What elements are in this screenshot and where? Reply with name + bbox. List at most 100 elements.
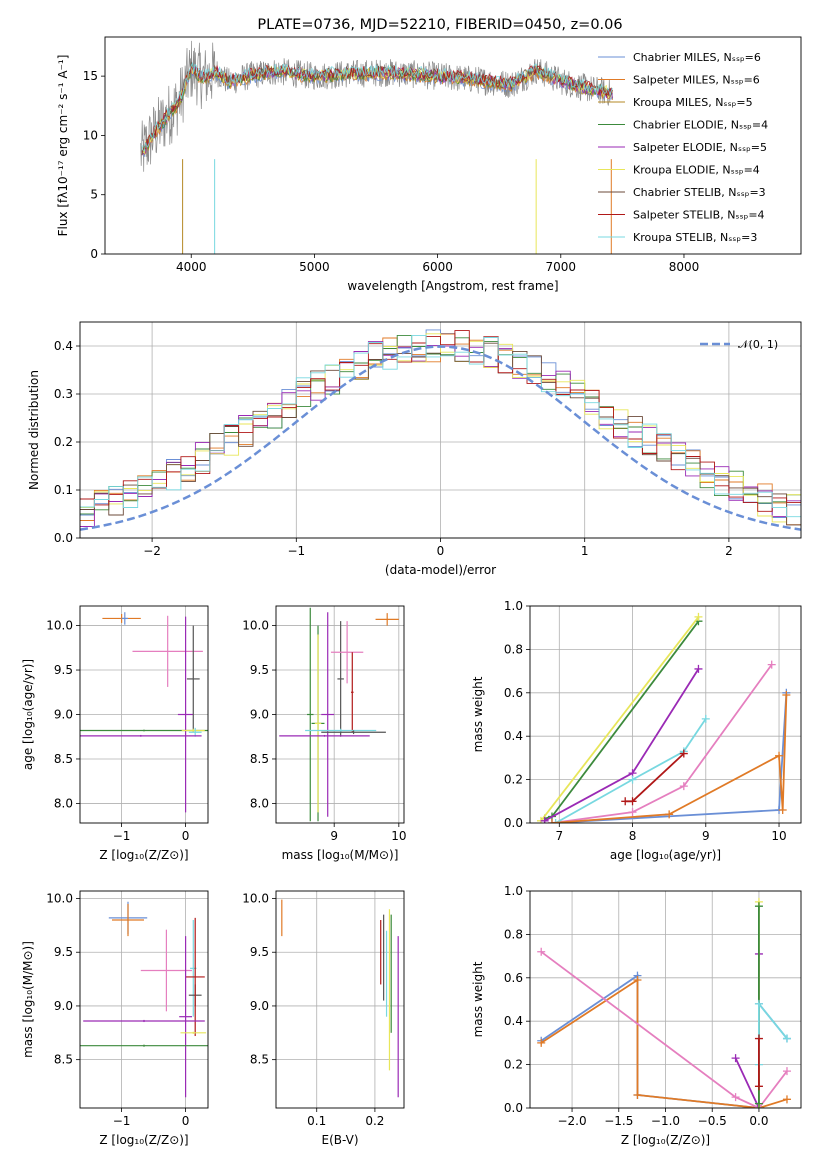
mass-weight-marker [537,1038,546,1047]
mass-weight-marker [754,999,763,1008]
chart-age-vs-Z: −1 0 8.0 8.5 9.0 9.5 10.0 Z [log₁₀(Z/Z⊙)] age [l… [21,605,209,862]
mass-weight-line [555,718,707,823]
y-tick-label: 10.0 [242,619,269,633]
mass-weight-line [734,953,760,1108]
y-axis-label: mass weight [471,676,485,752]
y-tick-label: 0 [90,247,98,261]
residual-histogram [80,334,801,518]
y-tick-label: 0.6 [504,686,523,700]
legend-label: Salpeter MILES, Nₛₛₚ=6 [633,74,760,87]
mass-weight-marker [694,664,703,673]
y-tick-label: 9.5 [54,945,73,959]
legend-label: Kroupa MILES, Nₛₛₚ=5 [633,96,753,109]
x-tick-label: −1.0 [651,1114,680,1128]
x-tick-label: 0.1 [307,1114,326,1128]
legend-label: Salpeter STELIB, Nₛₛₚ=4 [633,209,765,222]
y-tick-label: 8.5 [250,752,269,766]
residual-histogram [80,330,801,512]
x-axis-label: Z [log₁₀(Z/Z⊙)] [621,1133,710,1147]
data-spectrum [140,40,613,172]
mass-weight-marker [767,660,776,669]
mass-weight-line [540,616,700,822]
mass-weight-marker [633,1090,642,1099]
y-tick-label: 5 [90,188,98,202]
y-tick-label: 8.5 [54,752,73,766]
y-tick-label: 0.0 [504,1101,523,1115]
plot-area [80,612,208,813]
mass-weight-marker [679,782,688,791]
mass-weight-marker [551,819,560,823]
plot-area [80,901,208,1098]
x-tick-label: 8000 [669,260,700,274]
mass-weight-marker [628,808,637,817]
mass-weight-marker [782,1095,791,1104]
x-tick-label: 0 [437,544,445,558]
axes-frame [529,890,802,1109]
mass-weight-marker [782,1034,791,1043]
mass-weight-marker [701,714,710,723]
y-tick-label: 0.6 [504,971,523,985]
y-tick-label: 9.5 [250,945,269,959]
plot-area [80,329,801,531]
x-axis-label: Z [log₁₀(Z/Z⊙)] [99,1133,188,1147]
y-tick-label: 0.2 [504,1058,523,1072]
mass-weight-line [758,1001,788,1065]
axes-frame [79,890,209,1109]
mass-weight-marker [782,690,791,699]
x-axis-label: Z [log₁₀(Z/Z⊙)] [99,848,188,862]
x-axis-label: wavelength [Angstrom, rest frame] [347,279,558,293]
chart-massweight-vs-Z: −2.0 −1.5 −1.0 −0.5 0.0 0.0 0.2 0.4 0.6 0.8 1.0 Z [… [471,884,802,1147]
y-tick-label: 1.0 [504,884,523,898]
chart-spectrum: 4000 5000 6000 7000 8000 0 5 10 15 wavelength [An… [56,36,802,293]
y-tick-label: 8.0 [54,796,73,810]
mass-weight-line [540,951,788,1108]
y-tick-label: 8.5 [54,1053,73,1067]
model-spectrum-line [141,64,613,153]
legend-label: 𝒩(0, 1) [738,338,778,351]
axes-frame [275,605,405,824]
y-tick-label: 0.0 [54,531,73,545]
y-tick-label: 10.0 [46,892,73,906]
x-axis-label: (data-model)/error [385,563,496,577]
mass-weight-marker [782,1067,791,1076]
chart-mass-vs-EBV: 0.1 0.2 8.5 9.0 9.5 10.0 E(B-V) [242,890,405,1147]
plot-area [140,40,613,254]
mass-weight-marker [628,797,637,806]
legend-label: Chabrier MILES, Nₛₛₚ=6 [633,51,761,64]
axes-frame [79,321,802,539]
mass-weight-marker [633,975,642,984]
mass-weight-marker [540,816,549,823]
y-tick-label: 9.5 [250,663,269,677]
x-tick-label: 7000 [546,260,577,274]
y-tick-label: 9.0 [54,999,73,1013]
plot-area [279,607,399,822]
x-tick-label: 2 [725,544,733,558]
legend-label: Chabrier ELODIE, Nₛₛₚ=4 [633,119,768,132]
x-tick-label: 0.2 [365,1114,384,1128]
x-tick-label: 5000 [299,260,330,274]
y-tick-label: 15 [83,69,98,83]
x-tick-label: −2.0 [557,1114,586,1128]
y-tick-label: 0.4 [54,339,73,353]
x-tick-label: 9 [702,829,710,843]
x-tick-label: −1 [287,544,305,558]
x-tick-label: 7 [555,829,563,843]
y-tick-label: 10.0 [46,619,73,633]
y-tick-label: 1.0 [504,599,523,613]
y-tick-label: 8.5 [250,1053,269,1067]
y-tick-label: 0.4 [504,729,523,743]
x-tick-label: −0.5 [698,1114,727,1128]
y-tick-label: 8.0 [250,796,269,810]
y-tick-label: 10.0 [242,892,269,906]
mass-weight-marker [754,902,763,911]
x-tick-label: 0 [182,829,190,843]
axes-frame [104,36,802,255]
chart-residuals: −2 −1 0 1 2 0.0 0.1 0.2 0.3 0.4 (data-model)/error… [27,321,802,577]
y-tick-label: 9.0 [250,708,269,722]
mass-weight-line [544,668,700,822]
residual-histogram [80,342,801,526]
x-tick-label: 1 [581,544,589,558]
x-tick-label: −1 [113,1114,131,1128]
residual-histogram [80,329,801,518]
x-axis-label: age [log₁₀(age/yr)] [610,848,721,862]
